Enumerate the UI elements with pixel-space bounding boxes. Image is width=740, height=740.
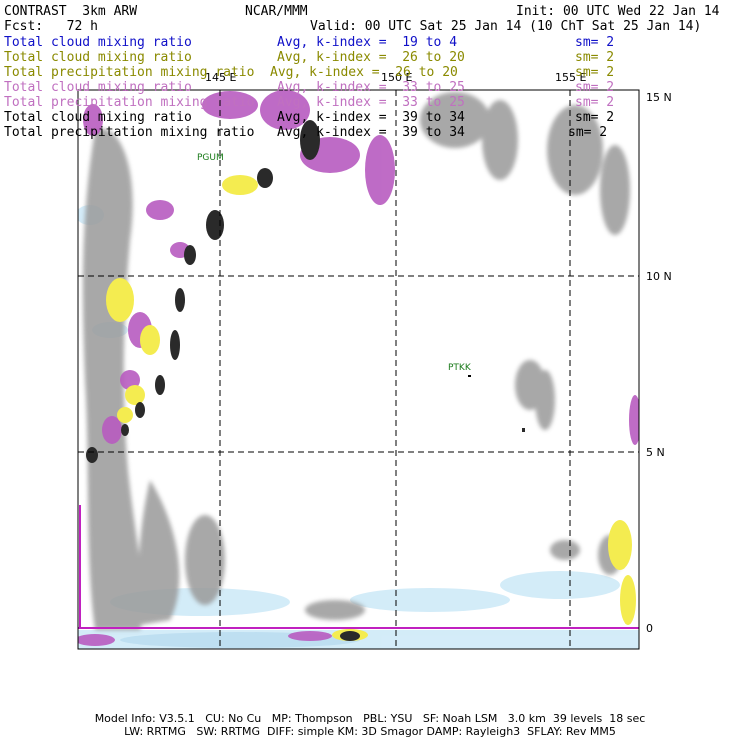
legend-item-range: Avg, k-index = 26 to 20 [277, 50, 465, 65]
lat-label-10n: 10 N [646, 270, 672, 283]
legend-item: Total cloud mixing ratio [4, 50, 192, 65]
legend-item-sm: sm= 2 [575, 95, 615, 110]
station-label-ptkk: PTKK [448, 363, 472, 373]
forecast-hour: Fcst: 72 h [4, 19, 98, 34]
legend-item-range: Avg, k-index = 26 to 20 [270, 65, 458, 80]
lon-label-145e: 145 E [205, 71, 236, 84]
legend-item-range: Avg, k-index = 33 to 25 [277, 80, 465, 95]
init-time: Init: 00 UTC Wed 22 Jan 14 [516, 4, 720, 19]
map-frame [77, 89, 640, 650]
legend-item: Total precipitation mixing ratio [4, 95, 255, 110]
lat-label-0: 0 [646, 622, 653, 635]
legend-item: Total cloud mixing ratio [4, 35, 192, 50]
map-field [78, 90, 639, 649]
magenta-cloud-field [78, 90, 639, 646]
model-info-line1: Model Info: V3.5.1 CU: No Cu MP: Thompso… [94, 712, 646, 725]
legend-item-range: Avg, k-index = 39 to 34 [277, 125, 465, 140]
legend-item-sm: sm= 2 [575, 110, 615, 125]
valid-time: Valid: 00 UTC Sat 25 Jan 14 (10 ChT Sat … [310, 19, 702, 34]
legend-item: Total cloud mixing ratio [4, 80, 192, 95]
lat-label-5n: 5 N [646, 446, 665, 459]
legend-item-sm: sm= 2 [568, 125, 608, 140]
product-title: CONTRAST 3km ARW [4, 4, 138, 19]
legend-item-range: Avg, k-index = 39 to 34 [277, 110, 465, 125]
legend-item-sm: sm= 2 [575, 35, 615, 50]
lat-label-15n: 15 N [646, 91, 672, 104]
center-label: NCAR/MMM [245, 4, 308, 19]
legend-item: Total precipitation mixing ratio [4, 65, 255, 80]
gray-cloud-field [82, 92, 630, 630]
lat-lon-grid [78, 90, 639, 649]
lon-label-150e: 150 E [381, 71, 412, 84]
station-markers: PGUM PTKK [197, 153, 472, 377]
legend-item-sm: sm= 2 [575, 50, 615, 65]
legend-item-range: Avg, k-index = 19 to 4 [277, 35, 458, 50]
legend-item-range: Avg, k-index = 33 to 25 [277, 95, 465, 110]
model-info-line2: LW: RRTMG SW: RRTMG DIFF: simple KM: 3D … [124, 725, 616, 738]
legend-item: Total precipitation mixing ratio [4, 125, 255, 140]
legend-item-sm: sm= 2 [575, 65, 615, 80]
station-label-pgum: PGUM [197, 153, 224, 163]
legend-item-sm: sm= 2 [575, 80, 615, 95]
lon-label-155e: 155 E [555, 71, 586, 84]
legend-item: Total cloud mixing ratio [4, 110, 192, 125]
